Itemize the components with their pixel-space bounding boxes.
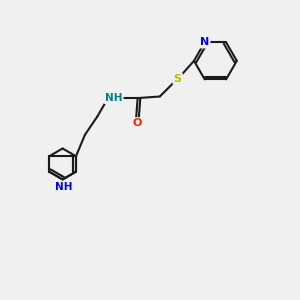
Text: N: N	[200, 37, 209, 47]
Text: NH: NH	[105, 93, 122, 103]
Text: S: S	[174, 74, 182, 84]
Text: NH: NH	[55, 182, 73, 192]
Text: O: O	[133, 118, 142, 128]
